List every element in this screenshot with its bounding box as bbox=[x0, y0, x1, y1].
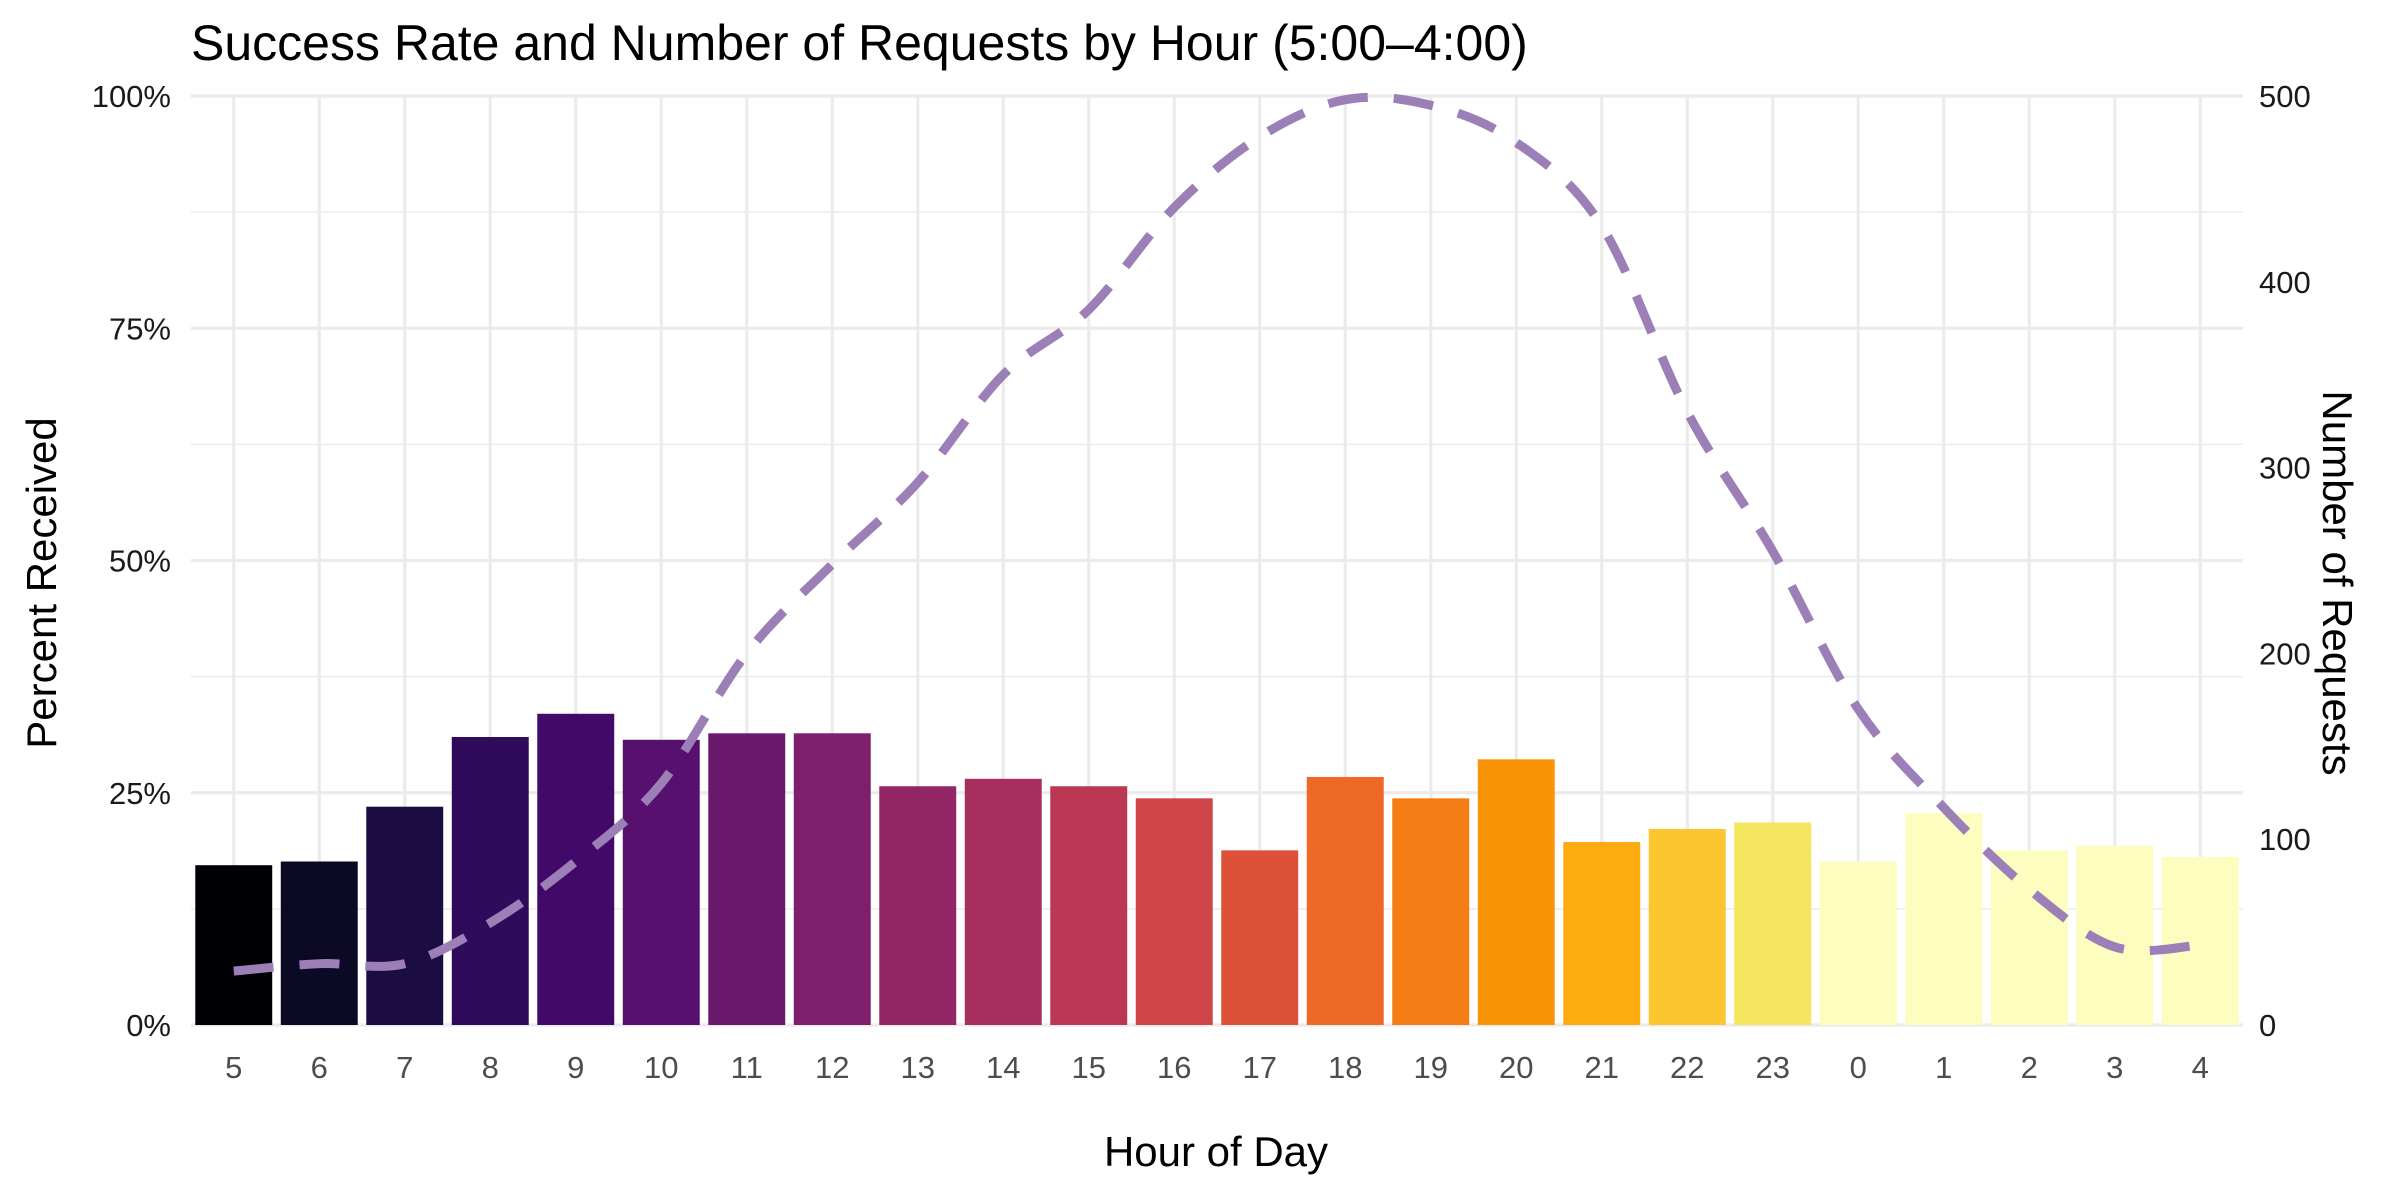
bar-hour-2 bbox=[1990, 850, 2068, 1025]
request-count-line bbox=[233, 92, 2201, 976]
x-tick-label: 19 bbox=[1414, 1050, 1448, 1085]
y-tick-label: 75% bbox=[109, 311, 171, 346]
bar-hour-1 bbox=[1905, 813, 1983, 1025]
x-tick-label: 21 bbox=[1585, 1050, 1619, 1085]
bar-hour-11 bbox=[708, 733, 786, 1025]
bar-hour-23 bbox=[1734, 822, 1812, 1025]
bar-hour-22 bbox=[1648, 828, 1726, 1025]
x-tick-label: 7 bbox=[396, 1050, 413, 1085]
x-tick-label: 2 bbox=[2021, 1050, 2038, 1085]
y-tick-label: 100% bbox=[92, 79, 171, 114]
x-axis-title: Hour of Day bbox=[1104, 1128, 1328, 1175]
y2-tick-label: 100 bbox=[2259, 822, 2311, 857]
bar-hour-5 bbox=[195, 865, 273, 1025]
bar-hour-16 bbox=[1135, 798, 1213, 1025]
bar-hour-4 bbox=[2161, 856, 2239, 1025]
y-axis-left-ticks: 0% 25% 50% 75% 100% bbox=[92, 79, 171, 1043]
bar-hour-18 bbox=[1306, 776, 1384, 1025]
x-tick-label: 1 bbox=[1935, 1050, 1952, 1085]
bar-hour-8 bbox=[451, 737, 529, 1025]
y-axis-right-ticks: 0 100 200 300 400 500 bbox=[2259, 79, 2311, 1043]
bars bbox=[195, 713, 2239, 1025]
x-tick-label: 14 bbox=[986, 1050, 1020, 1085]
x-tick-label: 5 bbox=[225, 1050, 242, 1085]
x-tick-label: 22 bbox=[1670, 1050, 1704, 1085]
x-tick-label: 20 bbox=[1499, 1050, 1533, 1085]
x-tick-label: 12 bbox=[815, 1050, 849, 1085]
x-tick-label: 4 bbox=[2192, 1050, 2209, 1085]
bar-hour-17 bbox=[1221, 850, 1299, 1025]
bar-hour-19 bbox=[1392, 798, 1470, 1025]
x-tick-label: 18 bbox=[1328, 1050, 1362, 1085]
x-tick-label: 11 bbox=[731, 1050, 763, 1085]
bar-hour-6 bbox=[280, 861, 358, 1025]
bar-hour-7 bbox=[366, 806, 444, 1025]
y2-tick-label: 200 bbox=[2259, 636, 2311, 671]
x-tick-label: 8 bbox=[482, 1050, 499, 1085]
x-tick-label: 13 bbox=[901, 1050, 935, 1085]
y2-tick-label: 400 bbox=[2259, 265, 2311, 300]
y2-tick-label: 0 bbox=[2259, 1008, 2276, 1043]
bar-hour-20 bbox=[1477, 759, 1555, 1025]
bar-hour-12 bbox=[793, 733, 871, 1025]
x-tick-label: 0 bbox=[1850, 1050, 1867, 1085]
bar-hour-0 bbox=[1819, 861, 1897, 1025]
x-tick-label: 23 bbox=[1756, 1050, 1790, 1085]
bar-hour-14 bbox=[964, 778, 1042, 1025]
chart-title: Success Rate and Number of Requests by H… bbox=[191, 15, 1528, 71]
y-axis-left-title: Percent Received bbox=[18, 417, 65, 749]
y-axis-right-title: Number of Requests bbox=[2314, 390, 2361, 775]
y-tick-label: 0% bbox=[126, 1008, 171, 1043]
x-tick-label: 17 bbox=[1243, 1050, 1277, 1085]
x-tick-label: 6 bbox=[311, 1050, 328, 1085]
x-tick-label: 10 bbox=[644, 1050, 678, 1085]
y2-tick-label: 300 bbox=[2259, 451, 2311, 486]
bar-hour-15 bbox=[1050, 786, 1128, 1025]
bar-hour-21 bbox=[1563, 841, 1641, 1025]
y2-tick-label: 500 bbox=[2259, 79, 2311, 114]
y-tick-label: 25% bbox=[109, 776, 171, 811]
y-tick-label: 50% bbox=[109, 544, 171, 579]
request-count-line-path bbox=[233, 92, 2201, 976]
x-axis-ticks: 5 6 7 8 9 10 11 12 13 14 15 16 17 18 19 20 21 22 23 0 1 2 3 4 bbox=[225, 1050, 2209, 1085]
bar-hour-13 bbox=[879, 786, 957, 1025]
x-tick-label: 3 bbox=[2106, 1050, 2123, 1085]
x-tick-label: 16 bbox=[1157, 1050, 1191, 1085]
bar-hour-9 bbox=[537, 713, 615, 1025]
x-tick-label: 9 bbox=[567, 1050, 584, 1085]
x-tick-label: 15 bbox=[1072, 1050, 1106, 1085]
